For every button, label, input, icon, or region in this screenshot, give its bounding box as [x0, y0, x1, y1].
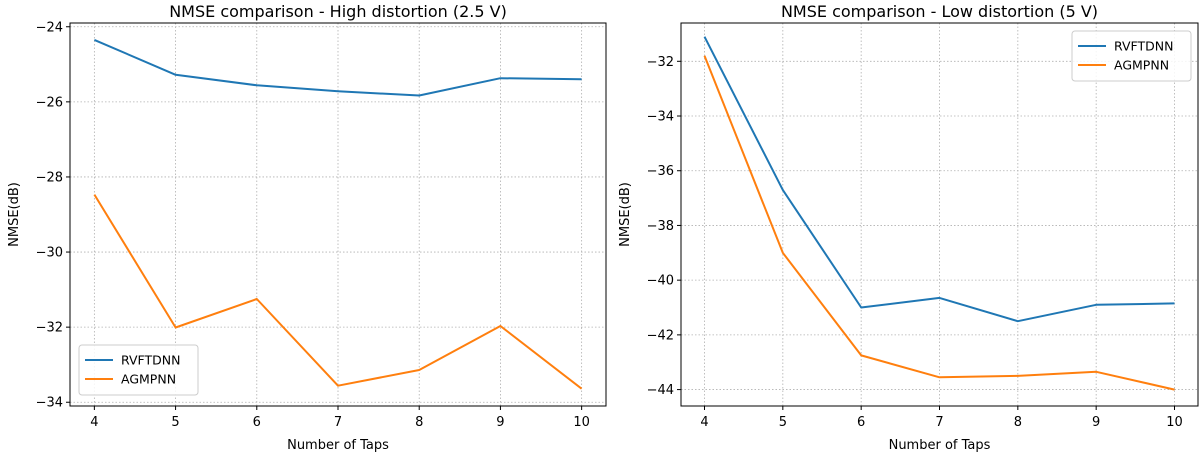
x-tick-label: 7 — [935, 415, 943, 430]
y-axis-label: NMSE(dB) — [618, 182, 633, 247]
x-tick-label: 6 — [253, 415, 261, 430]
y-axis-label: NMSE(dB) — [7, 182, 22, 247]
chart-panel-1: 4 5 6 7 8 9 10 −24 −26 −28 −30 −32 −34 NMSE compariso… — [7, 2, 607, 453]
y-tick-label: −42 — [647, 328, 674, 343]
x-tick-label: 9 — [1092, 415, 1100, 430]
x-tick-label: 8 — [415, 415, 423, 430]
y-tick-label: −44 — [647, 383, 674, 398]
x-tick-label: 5 — [171, 415, 179, 430]
y-tick-label: −40 — [647, 274, 674, 289]
y-tick-label: −26 — [36, 95, 63, 110]
x-tick-label: 6 — [857, 415, 865, 430]
legend-label-rvftdnn: RVFTDNN — [121, 353, 181, 368]
series-line-rvftdnn — [94, 38, 582, 97]
y-tick-label: −34 — [647, 110, 674, 125]
chart-title: NMSE comparison - Low distortion (5 V) — [781, 2, 1098, 21]
chart-title: NMSE comparison - High distortion (2.5 V… — [169, 2, 507, 21]
series-line-agmpnn — [703, 55, 1175, 391]
chart-panel-2: 4 5 6 7 8 9 10 −32 −34 −36 −38 −40 −42 −44 NMSE compar… — [618, 2, 1199, 453]
x-axis-label: Number of Taps — [287, 438, 389, 453]
x-tick-label: 4 — [90, 415, 98, 430]
y-tick-label: −34 — [36, 396, 63, 411]
series-line-rvftdnn — [703, 36, 1175, 323]
legend-box — [1071, 30, 1192, 82]
x-tick-label: 7 — [334, 415, 342, 430]
x-tick-label: 10 — [573, 415, 590, 430]
y-tick-label: −32 — [36, 321, 63, 336]
legend: RVFTDNN AGMPNN — [78, 344, 199, 396]
y-tick-label: −38 — [647, 219, 674, 234]
y-tick-label: −36 — [647, 164, 674, 179]
y-tick-label: −24 — [36, 20, 63, 35]
x-axis-label: Number of Taps — [889, 438, 991, 453]
legend-label-agmpnn: AGMPNN — [121, 372, 176, 387]
y-tick-label: −30 — [36, 246, 63, 261]
legend-label-rvftdnn: RVFTDNN — [1114, 39, 1174, 54]
x-tick-label: 4 — [700, 415, 708, 430]
legend-box — [78, 344, 199, 396]
x-tick-label: 5 — [779, 415, 787, 430]
legend-label-agmpnn: AGMPNN — [1114, 58, 1169, 73]
x-tick-label: 8 — [1014, 415, 1022, 430]
series-line-agmpnn — [93, 194, 583, 390]
x-tick-label: 10 — [1166, 415, 1183, 430]
y-tick-label: −28 — [36, 170, 63, 185]
x-tick-label: 9 — [496, 415, 504, 430]
y-tick-label: −32 — [647, 55, 674, 70]
legend: RVFTDNN AGMPNN — [1071, 30, 1192, 82]
